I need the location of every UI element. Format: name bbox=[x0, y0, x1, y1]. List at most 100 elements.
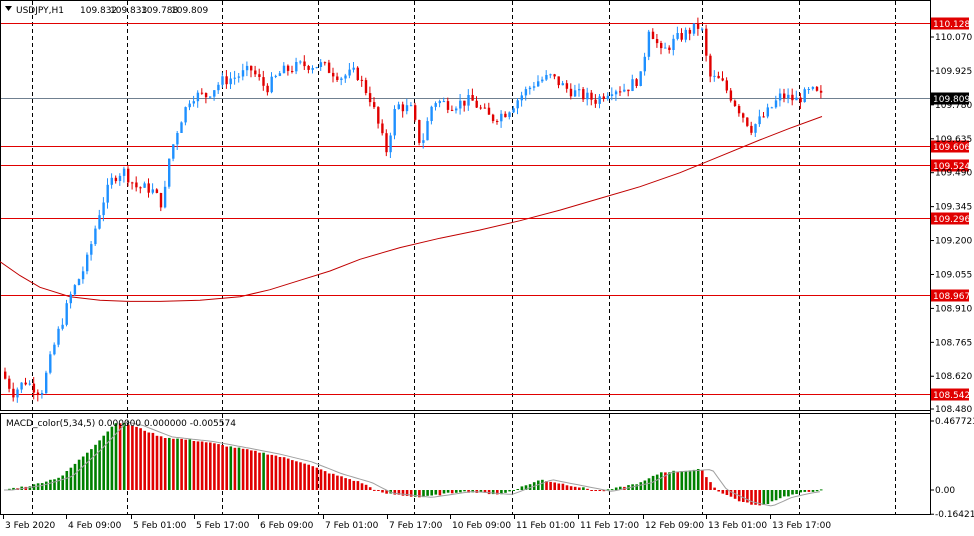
price-tick-label: 109.925 bbox=[935, 67, 972, 77]
macd-bar bbox=[639, 482, 643, 490]
macd-bar bbox=[709, 482, 712, 490]
macd-bar bbox=[750, 490, 753, 505]
candle-body bbox=[381, 123, 384, 134]
macd-bar bbox=[434, 490, 438, 495]
macd-bar bbox=[573, 486, 577, 490]
macd-bar bbox=[774, 490, 778, 501]
candle-body bbox=[258, 74, 261, 77]
macd-bar bbox=[430, 490, 433, 496]
macd-bar bbox=[508, 490, 511, 492]
macd-bar bbox=[770, 490, 774, 502]
macd-bar bbox=[606, 489, 610, 491]
candle-body bbox=[729, 90, 733, 101]
macd-bar bbox=[127, 424, 130, 490]
macd-bar bbox=[184, 439, 187, 490]
price-tick-label: 108.765 bbox=[935, 338, 972, 348]
level-tag bbox=[931, 159, 969, 172]
candle-body bbox=[77, 279, 81, 285]
main-chart-panel[interactable] bbox=[0, 0, 931, 411]
macd-signal-line bbox=[4, 421, 820, 507]
macd-bar bbox=[582, 487, 585, 490]
macd-bar bbox=[307, 464, 310, 490]
candle-body bbox=[377, 107, 380, 124]
candle-body bbox=[12, 388, 15, 398]
candle-body bbox=[45, 372, 48, 394]
candle-body bbox=[459, 100, 462, 109]
candle-body bbox=[286, 65, 290, 71]
macd-bar bbox=[619, 486, 622, 490]
candle-body bbox=[725, 80, 728, 91]
current-price-label: 109.809 bbox=[933, 95, 970, 105]
macd-bar bbox=[635, 484, 638, 490]
macd-bar bbox=[504, 490, 507, 493]
macd-bar bbox=[192, 441, 196, 490]
horizontal-levels[interactable]: 110.128 109.606 109.524 109.296 108.967 108.5… bbox=[1, 17, 970, 402]
candle-body bbox=[655, 39, 659, 44]
candle-body bbox=[414, 105, 417, 120]
macd-bar bbox=[680, 471, 684, 490]
candle-body bbox=[135, 182, 138, 188]
candle-body bbox=[713, 75, 716, 77]
price-tick-label: 108.910 bbox=[935, 304, 972, 314]
macd-bar bbox=[81, 456, 85, 490]
time-tick-label: 7 Feb 01:00 bbox=[325, 521, 379, 531]
candle-body bbox=[274, 75, 277, 77]
candle-body bbox=[299, 61, 302, 63]
candle-body bbox=[184, 107, 187, 123]
macd-bar bbox=[742, 490, 745, 502]
macd-bar bbox=[455, 490, 458, 493]
candle-body bbox=[524, 89, 528, 96]
symbol-header[interactable]: USDJPY,H1 109.832 109.833 109.788 109.80… bbox=[5, 6, 208, 16]
time-tick-label: 11 Feb 01:00 bbox=[516, 521, 575, 531]
macd-bar bbox=[122, 423, 126, 490]
candle-body bbox=[356, 67, 359, 80]
macd-bar bbox=[225, 446, 228, 490]
price-tick-label: 109.635 bbox=[935, 135, 972, 145]
candle-body bbox=[811, 86, 815, 89]
time-tick-label: 10 Feb 09:00 bbox=[452, 521, 511, 531]
ohlc-low: 109.788 bbox=[141, 6, 178, 16]
macd-bar bbox=[450, 490, 454, 494]
macd-bar bbox=[811, 490, 815, 492]
candle-body bbox=[233, 77, 236, 79]
candle-body bbox=[172, 144, 175, 159]
candle-body bbox=[401, 104, 405, 112]
macd-bar bbox=[660, 472, 663, 490]
macd-bar bbox=[438, 490, 442, 496]
price-tick-label: 109.490 bbox=[935, 169, 972, 179]
macd-bar bbox=[467, 490, 470, 493]
candle-body bbox=[537, 81, 540, 87]
macd-bar bbox=[291, 460, 294, 490]
macd-bar bbox=[668, 472, 671, 490]
candle-body bbox=[254, 70, 257, 75]
macd-bar bbox=[286, 458, 290, 490]
candle-body bbox=[213, 90, 216, 97]
macd-bar bbox=[500, 490, 503, 495]
macd-bar bbox=[815, 490, 819, 492]
candle-body bbox=[594, 99, 597, 104]
macd-bar bbox=[569, 486, 573, 490]
candle-body bbox=[701, 28, 704, 30]
macd-bar bbox=[266, 454, 269, 490]
candle-body bbox=[241, 70, 245, 77]
macd-bar bbox=[49, 479, 52, 490]
candle-body bbox=[209, 96, 212, 98]
macd-bar bbox=[344, 478, 347, 490]
dropdown-triangle-icon[interactable] bbox=[5, 6, 12, 11]
macd-bar bbox=[12, 487, 15, 490]
macd-bar bbox=[778, 490, 782, 499]
candle-body bbox=[28, 383, 31, 385]
macd-bar bbox=[106, 431, 110, 490]
level-label: 109.524 bbox=[933, 162, 970, 172]
candle-body bbox=[500, 113, 503, 122]
macd-bar bbox=[299, 462, 302, 490]
macd-bar bbox=[446, 490, 450, 493]
macd-bar bbox=[643, 480, 647, 490]
candle-body bbox=[717, 75, 720, 79]
candle-body bbox=[512, 108, 515, 113]
candle-body bbox=[426, 121, 429, 141]
candle-body bbox=[758, 116, 761, 125]
macd-tick-label: 0.00 bbox=[935, 486, 955, 496]
